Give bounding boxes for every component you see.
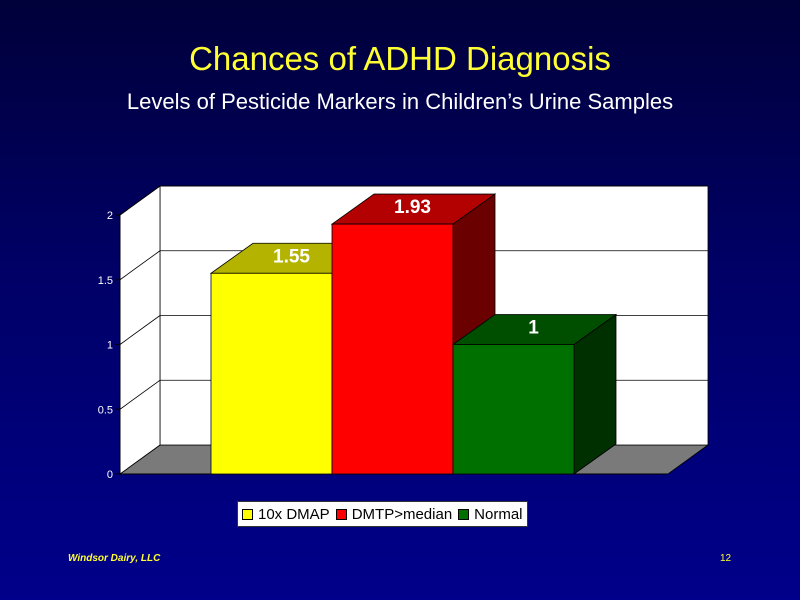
legend-swatch-dmtp-median [335,508,347,520]
legend-item-dmtp-median: DMTP>median [335,505,453,523]
legend-label-10x-dmap: 10x DMAP [258,505,330,523]
footer-company: Windsor Dairy, LLC [68,553,161,564]
legend-label-dmtp-median: DMTP>median [351,505,453,523]
bar-normal [452,344,575,475]
legend-label-normal: Normal [474,505,523,523]
chart-legend: 10x DMAP DMTP>median Normal [237,501,528,527]
legend-item-normal: Normal [458,505,523,523]
slide-page-number: 12 [720,553,732,564]
bar-dmtp-median [331,223,454,475]
gridline-side [119,315,161,345]
y-axis-tick-label: 1.5 [98,275,113,287]
legend-swatch-normal [458,508,470,520]
legend-item-10x-dmap: 10x DMAP [242,506,330,523]
gridline-side [119,250,161,281]
y-axis-tick-label: 0.5 [98,404,113,416]
slide-title: Chances of ADHD Diagnosis [189,40,611,77]
y-axis-tick-label: 0 [107,469,113,481]
data-label-10x-dmap: 1.55 [273,246,310,267]
bar-10x-dmap [210,272,333,475]
y-axis-tick-label: 2 [107,210,113,222]
data-label-normal: 1 [528,318,539,339]
legend-swatch-10x-dmap [242,508,253,520]
slide-subtitle: Levels of Pesticide Markers in Children’… [126,89,674,114]
y-axis-tick-label: 1 [107,340,113,352]
gridline-side [119,185,161,216]
gridline-side [119,379,161,410]
data-label-dmtp-median: 1.93 [394,197,431,218]
